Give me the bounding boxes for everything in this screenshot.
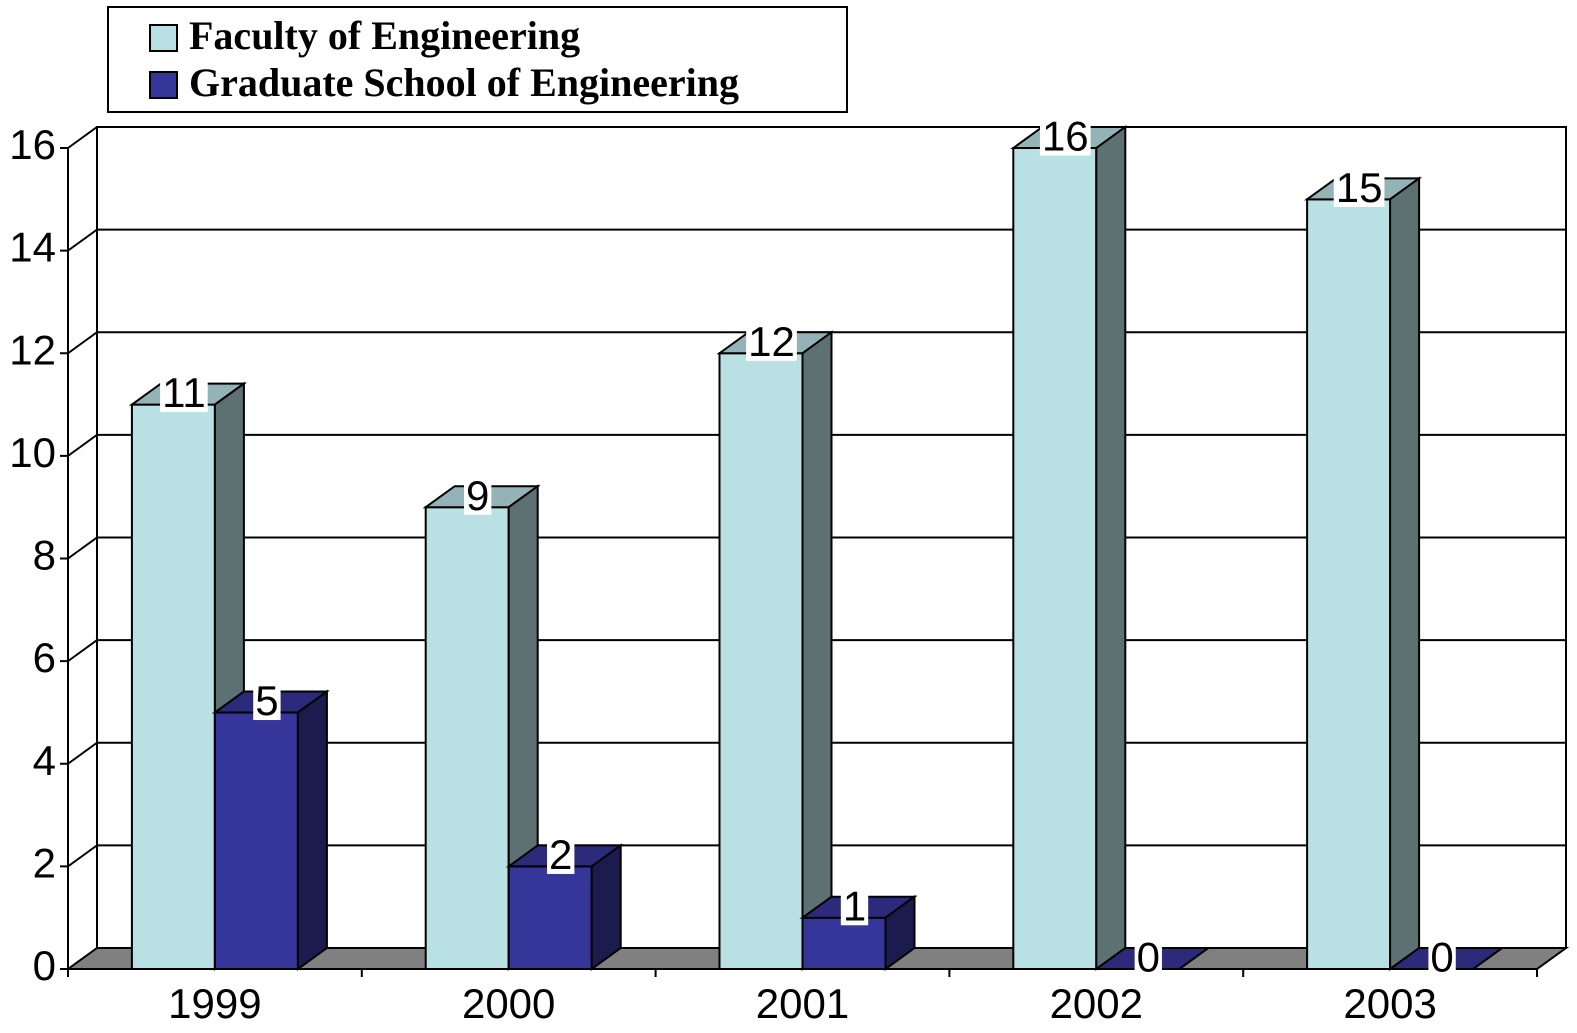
- data-label-bg: [1039, 116, 1091, 156]
- y-tick-label: 14: [9, 224, 56, 271]
- data-label: 16: [1042, 113, 1089, 160]
- bar-side: [1178, 947, 1209, 970]
- legend-box: [107, 6, 848, 113]
- legend-label: Faculty of Engineering: [189, 13, 580, 58]
- legend-label: Graduate School of Engineering: [189, 60, 739, 105]
- x-tick-label: 1999: [168, 980, 261, 1027]
- bar-side: [884, 894, 916, 971]
- bar-side: [590, 843, 622, 971]
- bar: [1304, 176, 1423, 971]
- data-label-bg: [1333, 167, 1385, 207]
- bar-side: [1095, 125, 1127, 971]
- legend-swatch: [149, 24, 178, 52]
- y-tick-label: 0: [33, 942, 56, 989]
- bar-side: [1472, 947, 1503, 970]
- data-label: 5: [255, 677, 278, 724]
- data-label: 12: [748, 318, 795, 365]
- y-tick-label: 12: [9, 326, 56, 373]
- bar-front: [130, 403, 216, 970]
- x-tick-label: 2000: [462, 980, 555, 1027]
- data-label-bg: [1428, 937, 1456, 977]
- data-label: 15: [1336, 164, 1383, 211]
- data-label: 0: [1430, 934, 1453, 981]
- data-label-bg: [253, 681, 281, 721]
- y-tick-label: 8: [33, 532, 56, 579]
- data-label: 0: [1137, 934, 1160, 981]
- bar-front: [1012, 147, 1098, 970]
- data-label-bg: [160, 373, 208, 413]
- data-label-bg: [1134, 937, 1162, 977]
- data-label: 11: [162, 369, 206, 416]
- data-label-bg: [464, 475, 492, 515]
- y-tick-label: 2: [33, 839, 56, 886]
- bar: [1010, 125, 1129, 971]
- data-label-bg: [547, 834, 575, 874]
- data-label-bg: [746, 321, 797, 361]
- bar-front: [213, 711, 299, 970]
- bar-front: [424, 506, 510, 970]
- y-tick-label: 16: [9, 121, 56, 168]
- x-tick-label: 2003: [1343, 980, 1436, 1027]
- bar-side: [1389, 176, 1421, 971]
- bar-side: [296, 689, 328, 971]
- y-tick-label: 4: [33, 737, 56, 784]
- bar-front: [1306, 198, 1392, 970]
- bar: [211, 689, 330, 971]
- data-label: 1: [843, 882, 866, 929]
- data-label-bg: [840, 886, 869, 926]
- x-tick-label: 2002: [1050, 980, 1143, 1027]
- y-tick-label: 6: [33, 634, 56, 681]
- bar: [716, 330, 835, 971]
- legend-swatch: [149, 71, 178, 99]
- bar: [422, 484, 541, 971]
- data-label: 9: [466, 472, 489, 519]
- bar: [799, 894, 918, 971]
- data-label: 2: [549, 831, 572, 878]
- y-tick-label: 10: [9, 429, 56, 476]
- x-tick-label: 2001: [756, 980, 849, 1027]
- bar-side: [801, 330, 833, 971]
- bar-front: [718, 352, 804, 970]
- bar-front: [507, 865, 593, 970]
